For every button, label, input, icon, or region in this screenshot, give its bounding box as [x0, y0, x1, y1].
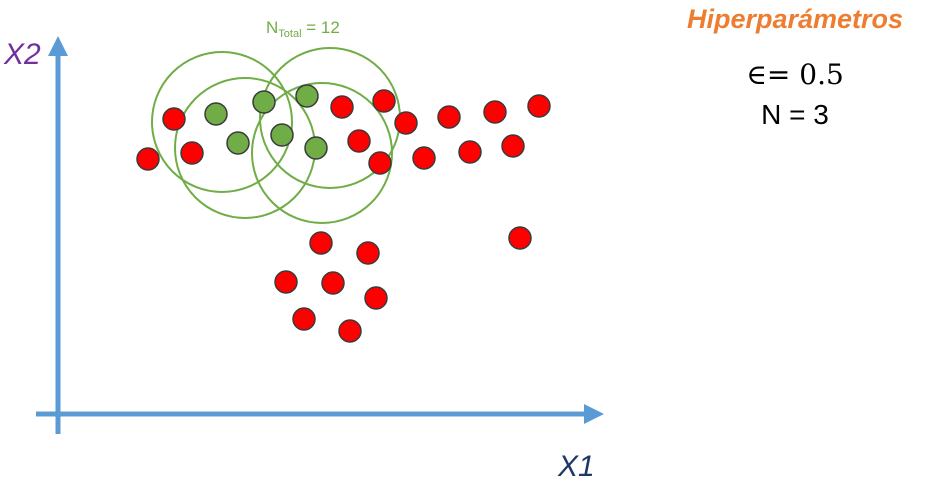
- red-point: [356, 241, 380, 265]
- axes: [36, 36, 604, 434]
- n-value: N = 3: [761, 99, 829, 130]
- red-point: [368, 151, 392, 175]
- red-point: [412, 146, 436, 170]
- red-point: [180, 141, 204, 165]
- red-point: [338, 319, 362, 343]
- red-point: [292, 307, 316, 331]
- epsilon-neighborhood-circle: [151, 51, 293, 193]
- n-total-subscript: Total: [278, 28, 301, 40]
- red-point: [136, 147, 160, 171]
- green-point: [270, 123, 294, 147]
- red-point: [483, 100, 507, 124]
- red-point: [274, 270, 298, 294]
- green-point: [295, 84, 319, 108]
- red-point: [162, 107, 186, 131]
- red-point: [309, 231, 333, 255]
- green-point: [252, 90, 276, 114]
- red-point: [372, 89, 396, 113]
- red-point: [394, 111, 418, 135]
- red-point: [347, 129, 371, 153]
- y-axis-label: X2: [3, 38, 41, 71]
- green-point: [204, 102, 228, 126]
- red-point: [508, 226, 532, 250]
- epsilon-value: ∈= 0.5: [746, 58, 844, 91]
- green-point: [226, 131, 250, 155]
- green-point: [304, 136, 328, 160]
- epsilon-neighborhood-circle: [251, 82, 393, 224]
- x-axis-arrowhead: [584, 404, 604, 424]
- core-cluster-points: [204, 84, 328, 160]
- red-point: [321, 271, 345, 295]
- red-point: [527, 94, 551, 118]
- red-point: [501, 134, 525, 158]
- n-total-label: NTotal = 12: [266, 18, 340, 40]
- n-total-main: N: [266, 18, 278, 37]
- n-total-value: = 12: [302, 18, 340, 37]
- red-point: [330, 95, 354, 119]
- red-point: [458, 140, 482, 164]
- red-point: [364, 286, 388, 310]
- hyperparameters-title: Hiperparámetros: [686, 4, 904, 34]
- noise-and-border-points: [136, 89, 551, 343]
- y-axis-arrowhead: [48, 36, 68, 56]
- red-point: [437, 105, 461, 129]
- x-axis-label: X1: [557, 450, 595, 483]
